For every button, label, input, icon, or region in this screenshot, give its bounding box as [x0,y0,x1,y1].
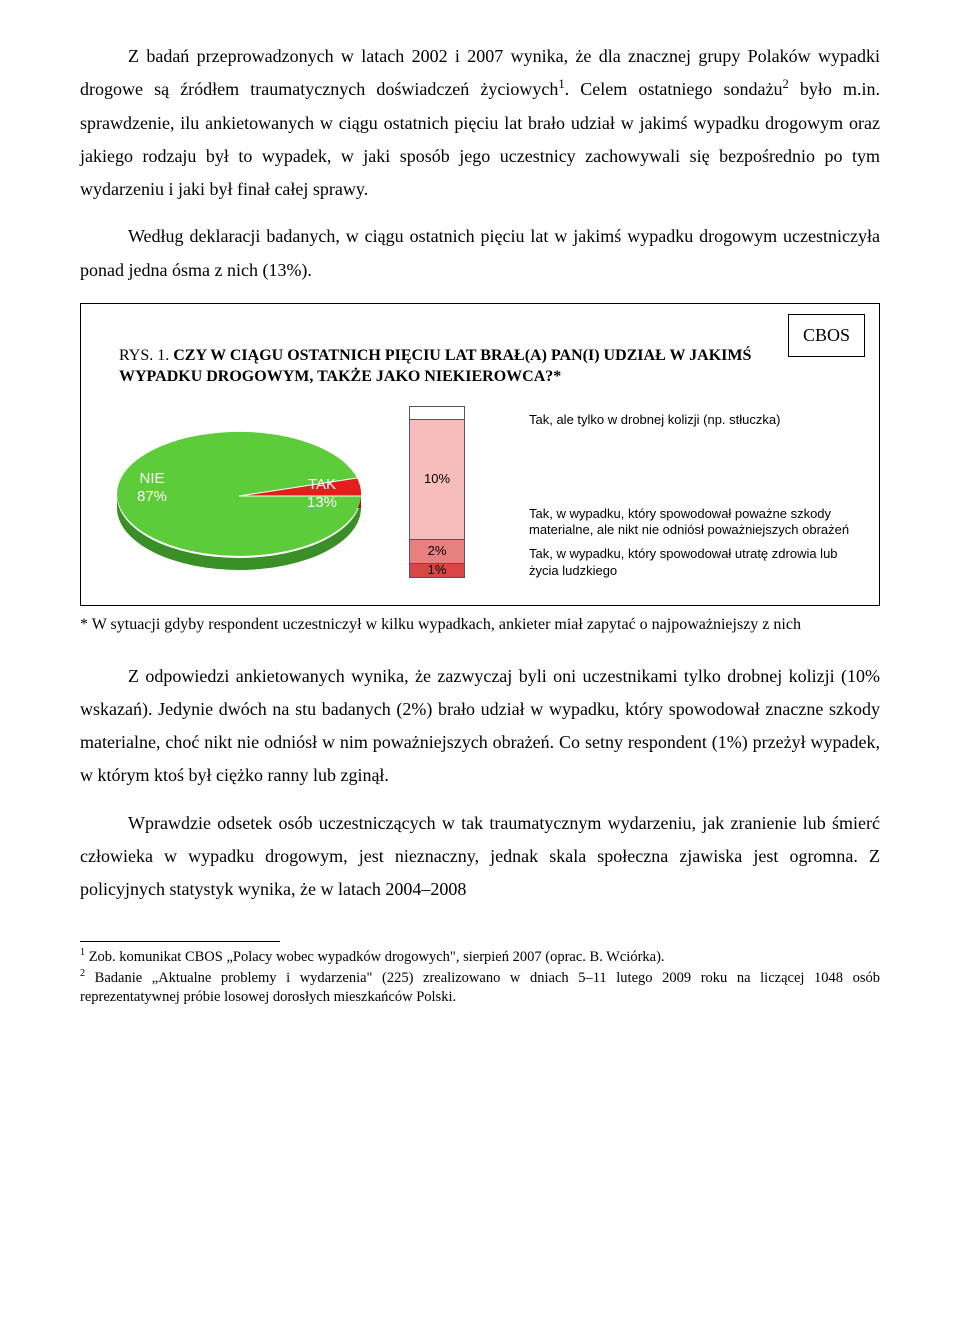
bar-seg-10-label: 10% [424,467,450,491]
pie-tak-pct: 13% [307,494,337,511]
pie-tak-word: TAK [308,476,336,493]
pie-label-tak: TAK 13% [307,476,337,512]
footnotes: 1 Zob. komunikat CBOS „Polacy wobec wypa… [80,946,880,1008]
footnote-rule [80,941,280,942]
pie-nie-pct: 87% [137,488,167,505]
figure-title: RYS. 1. CZY W CIĄGU OSTATNICH PIĘCIU LAT… [99,346,861,388]
pie-chart: NIE 87% TAK 13% [99,406,379,586]
bar-seg-1: 1% [410,563,464,577]
footnote-1-text: Zob. komunikat CBOS „Polacy wobec wypadk… [85,948,665,964]
chart-row: NIE 87% TAK 13% 10% 2% 1% [99,406,861,595]
footnote-2: 2 Badanie „Aktualne problemy i wydarzeni… [80,967,880,1008]
bar-chart: 10% 2% 1% [409,406,499,578]
legend-item-1: Tak, w wypadku, który spowodował utratę … [529,546,861,579]
p1-part-b: . Celem ostatniego sondażu [565,79,783,99]
figure-rys-prefix: RYS. 1. [119,347,173,364]
legend-item-10: Tak, ale tylko w drobnej kolizji (np. st… [529,412,861,428]
paragraph-2: Według deklaracji badanych, w ciągu osta… [80,220,880,287]
bar-seg-1-label: 1% [428,558,447,582]
figure-footnote: * W sytuacji gdyby respondent uczestnicz… [80,610,880,640]
paragraph-1: Z badań przeprowadzonych w latach 2002 i… [80,40,880,206]
legend-item-2: Tak, w wypadku, który spowodował poważne… [529,506,861,539]
footnote-2-text: Badanie „Aktualne problemy i wydarzenia"… [80,970,880,1006]
paragraph-4: Wprawdzie odsetek osób uczestniczących w… [80,807,880,907]
footnote-1: 1 Zob. komunikat CBOS „Polacy wobec wypa… [80,946,880,967]
bar-legend: Tak, ale tylko w drobnej kolizji (np. st… [529,406,861,587]
paragraph-3: Z odpowiedzi ankietowanych wynika, że za… [80,660,880,793]
bar-stack: 10% 2% 1% [409,406,465,578]
pie-nie-word: NIE [140,470,165,487]
cbos-badge: CBOS [788,314,865,357]
bar-seg-10: 10% [410,419,464,539]
figure-box: CBOS RYS. 1. CZY W CIĄGU OSTATNICH PIĘCI… [80,303,880,606]
figure-title-text: CZY W CIĄGU OSTATNICH PIĘCIU LAT BRAŁ(A)… [119,347,751,385]
pie-label-nie: NIE 87% [137,470,167,506]
